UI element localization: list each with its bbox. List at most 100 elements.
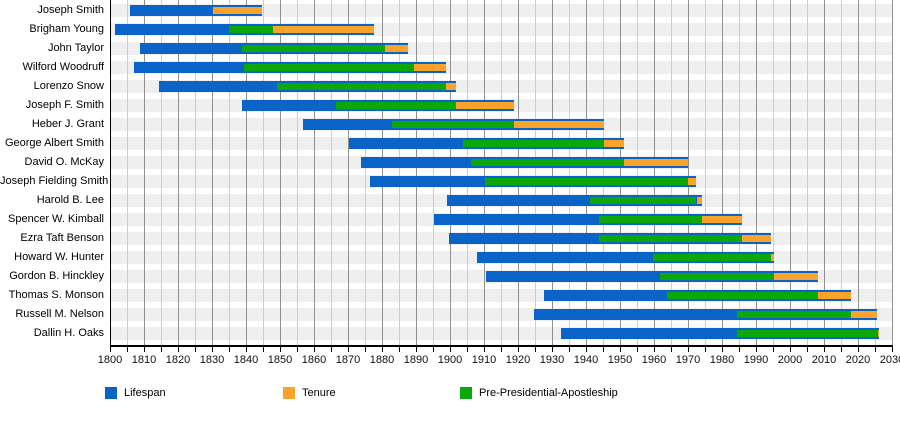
axis-tick <box>552 347 553 352</box>
axis-tick <box>807 347 808 352</box>
axis-tick-label: 1820 <box>165 354 191 366</box>
axis-tick <box>297 347 298 352</box>
apostleship-bar <box>598 235 742 242</box>
gridline-major <box>110 0 111 345</box>
axis-tick <box>229 347 230 352</box>
apostleship-bar <box>736 311 852 318</box>
axis-tick <box>110 347 111 352</box>
lifespan-bar <box>130 5 262 16</box>
gridline-major <box>756 0 757 345</box>
row-label: David O. McKay <box>24 156 104 168</box>
gridline-major <box>314 0 315 345</box>
apostleship-bar <box>736 330 878 337</box>
axis-tick <box>892 347 893 352</box>
tenure-bar <box>741 235 771 242</box>
tenure-bar <box>624 159 689 166</box>
axis-tick <box>433 347 434 352</box>
row-label: Dallin H. Oaks <box>33 327 104 339</box>
axis-tick <box>127 347 128 352</box>
axis-tick <box>518 347 519 352</box>
tenure-bar <box>272 26 375 33</box>
axis-tick <box>501 347 502 352</box>
tenure-bar <box>773 273 818 280</box>
legend-label-apostleship: Pre-Presidential-Apostleship <box>479 387 618 399</box>
axis-tick <box>586 347 587 352</box>
gridline-minor <box>535 0 536 345</box>
axis-tick <box>161 347 162 352</box>
axis-tick <box>280 347 281 352</box>
apostleship-bar <box>462 140 605 147</box>
gridline-minor <box>807 0 808 345</box>
gridline-major <box>654 0 655 345</box>
row-label: Joseph Fielding Smith <box>0 175 109 187</box>
tenure-bar <box>877 330 880 337</box>
legend-swatch-lifespan <box>105 387 117 399</box>
gridline-minor <box>365 0 366 345</box>
lifespan-bar <box>533 309 878 320</box>
row-label: Ezra Taft Benson <box>20 232 104 244</box>
row-label: George Albert Smith <box>4 137 104 149</box>
axis-tick-label: 1870 <box>335 354 361 366</box>
row-label: Russell M. Nelson <box>15 308 104 320</box>
axis-tick <box>365 347 366 352</box>
tenure-bar <box>445 83 457 90</box>
apostleship-bar <box>336 102 457 109</box>
apostleship-bar <box>598 216 702 223</box>
axis-tick <box>858 347 859 352</box>
gridline-minor <box>127 0 128 345</box>
row-label: John Taylor <box>47 42 104 54</box>
axis-tick <box>416 347 417 352</box>
axis-tick <box>773 347 774 352</box>
axis-tick <box>484 347 485 352</box>
tenure-bar <box>851 311 878 318</box>
axis-tick <box>569 347 570 352</box>
lifespan-bar <box>476 252 774 263</box>
axis-tick-label: 1900 <box>437 354 463 366</box>
axis-tick <box>178 347 179 352</box>
axis-tick-label: 1980 <box>709 354 735 366</box>
gridline-minor <box>773 0 774 345</box>
axis-tick <box>756 347 757 352</box>
tenure-bar <box>770 254 774 261</box>
axis-tick-label: 1940 <box>573 354 599 366</box>
legend-label-lifespan: Lifespan <box>124 387 166 399</box>
apostleship-bar <box>590 197 697 204</box>
tenure-bar <box>701 216 742 223</box>
axis-tick-label: 1930 <box>539 354 565 366</box>
gridline-major <box>246 0 247 345</box>
axis-tick <box>348 347 349 352</box>
gridline-minor <box>399 0 400 345</box>
apostleship-bar <box>485 178 689 185</box>
tenure-bar <box>213 7 262 14</box>
gridline-major <box>484 0 485 345</box>
axis-tick-label: 2000 <box>777 354 803 366</box>
axis-tick <box>688 347 689 352</box>
gridline-minor <box>501 0 502 345</box>
axis-tick <box>467 347 468 352</box>
axis-tick <box>722 347 723 352</box>
axis-tick-label: 1890 <box>403 354 429 366</box>
apostleship-bar <box>242 45 385 52</box>
legend-label-tenure: Tenure <box>302 387 336 399</box>
row-label: Harold B. Lee <box>36 194 104 206</box>
apostleship-bar <box>391 121 515 128</box>
axis-tick <box>739 347 740 352</box>
axis-tick-label: 1970 <box>675 354 701 366</box>
tenure-bar <box>688 178 697 185</box>
gridline-minor <box>739 0 740 345</box>
row-label: Gordon B. Hinckley <box>9 270 104 282</box>
axis-tick <box>535 347 536 352</box>
axis-tick <box>875 347 876 352</box>
axis-tick-label: 1850 <box>267 354 293 366</box>
axis-tick <box>212 347 213 352</box>
gridline-minor <box>875 0 876 345</box>
row-label: Spencer W. Kimball <box>8 213 104 225</box>
row-label: Heber J. Grant <box>31 118 104 130</box>
x-axis-line <box>110 345 893 347</box>
gridline-minor <box>841 0 842 345</box>
tenure-bar <box>456 102 515 109</box>
gridline-minor <box>637 0 638 345</box>
axis-tick <box>603 347 604 352</box>
row-label: Joseph F. Smith <box>25 99 104 111</box>
gridline-major <box>450 0 451 345</box>
